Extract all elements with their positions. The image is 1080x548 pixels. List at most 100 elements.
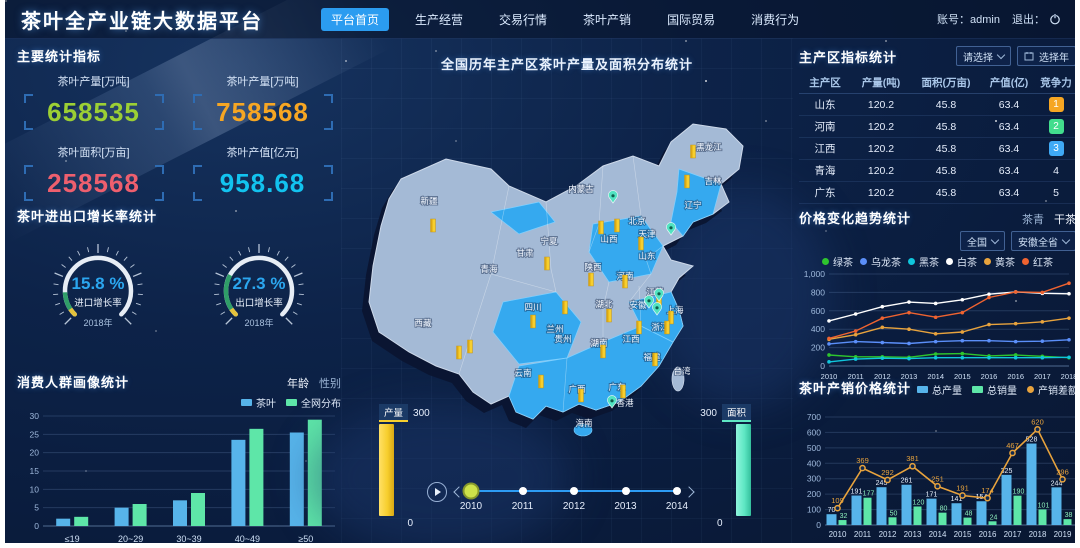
timeline-track: 2010 2011 2012 2013 2014 [460, 481, 688, 521]
table-row[interactable]: 江西 120.2 45.8 63.4 3 [799, 138, 1075, 160]
data-point [960, 297, 965, 302]
line-value-label: 296 [1056, 467, 1069, 476]
production-bar-marker [636, 320, 642, 335]
legend-item[interactable]: 白茶 [946, 254, 977, 269]
legend-label: 全网分布 [301, 399, 341, 410]
data-point [933, 301, 938, 306]
data-point [959, 492, 966, 499]
panel-title: 茶叶进出口增长率统计 [17, 209, 158, 224]
price-tabs: 茶青 干茶 [1022, 211, 1075, 227]
highlighted-province [508, 325, 674, 420]
nav-tab-4[interactable]: 茶叶产销 [583, 12, 632, 27]
corner-bracket [154, 121, 164, 130]
production-gauge-min: 0 [407, 518, 413, 529]
production-bar-marker [544, 256, 550, 271]
timeline-dot-2013[interactable] [621, 487, 630, 495]
table-row[interactable]: 山东 120.2 45.8 63.4 1 [799, 94, 1075, 116]
timeline-next-arrow[interactable] [683, 486, 695, 498]
legend-label: 红茶 [1033, 258, 1053, 269]
x-axis-tick: 2018 [1029, 530, 1047, 539]
legend-item[interactable]: 乌龙茶 [860, 254, 901, 269]
data-point [1034, 425, 1041, 433]
bar [1063, 519, 1072, 525]
price-tab-1[interactable]: 茶青 [1022, 214, 1044, 226]
chevron-down-icon [990, 235, 1000, 245]
taiwan-island [671, 366, 685, 392]
x-axis-tick: 2015 [954, 372, 971, 381]
data-point [880, 316, 885, 320]
x-axis-tick: 2014 [927, 372, 944, 381]
province-select[interactable]: 安徽全省 [1011, 231, 1075, 251]
play-icon [434, 488, 441, 496]
timeline-dot-2012[interactable] [570, 487, 578, 495]
x-axis-tick: 2012 [879, 530, 897, 539]
nav-tab-2[interactable]: 生产经营 [415, 12, 464, 27]
legend-label: 产销差额 [1038, 386, 1075, 397]
timeline-dot-2011[interactable] [518, 487, 527, 495]
panel-title: 价格变化趋势统计 [799, 211, 912, 226]
price-tab-2[interactable]: 干茶 [1054, 214, 1075, 226]
y-axis-tick: 25 [30, 429, 40, 439]
consumer-tab-1[interactable]: 年龄 [287, 378, 309, 390]
legend-item[interactable]: 茶叶 [241, 395, 276, 410]
rank-badge: 1 [1048, 97, 1064, 112]
timeline: 2010 2011 2012 2013 2014 [427, 481, 695, 525]
timeline-year: 2011 [511, 501, 534, 512]
header: 茶叶全产业链大数据平台 平台首页 生产经营 交易行情 茶叶产销 国际贸易 消费行为 账号：… [5, 0, 1075, 39]
data-point [987, 322, 991, 327]
legend-item[interactable]: 总销量 [972, 382, 1017, 397]
play-button[interactable] [427, 482, 447, 502]
year-select[interactable]: 选择年 [1017, 46, 1075, 66]
province-label: 贵州 [554, 334, 571, 344]
data-point [853, 332, 858, 337]
scope-select[interactable]: 全国 [960, 231, 1005, 251]
price-trend-chart: 0 200 400 600 800 1,000 2010 2011 2012 2013 2014 20… [799, 269, 1075, 390]
gauge-value: 27.3 % [232, 274, 285, 293]
line-series [828, 356, 1070, 363]
data-point [933, 315, 938, 320]
header-cell: 面积(万亩) [921, 77, 971, 89]
corner-bracket [23, 121, 33, 130]
y-axis-tick: 15 [30, 466, 40, 476]
legend-item[interactable]: 红茶 [1022, 254, 1053, 269]
panel-import-export-growth: 茶叶进出口增长率统计 15.8 % 进口增长率 2018年 27.3 % 出口增长率 20… [17, 206, 339, 368]
line-series [828, 291, 1070, 322]
legend-item[interactable]: 总产量 [917, 382, 962, 397]
timeline-dot-2014[interactable] [673, 487, 681, 495]
nav-tab-1[interactable]: 平台首页 [321, 7, 390, 31]
bar [231, 439, 246, 526]
table-row[interactable]: 河南 120.2 45.8 63.4 2 [799, 116, 1075, 138]
cell: 120.2 [867, 98, 895, 111]
legend-item[interactable]: 全网分布 [286, 395, 341, 410]
y-axis-tick: 600 [811, 306, 825, 316]
consumer-tabs: 年龄 性别 [287, 375, 341, 391]
nav-tab-3[interactable]: 交易行情 [499, 12, 548, 27]
panel-region-indicators: 主产区指标统计 请选择 选择年 主产区 产量(吨) 面积(万亩) 产值(亿) 竞争力 山东… [799, 46, 1075, 204]
x-axis-tick: 2011 [854, 530, 872, 539]
logout-button[interactable]: 退出： [1012, 11, 1061, 27]
data-point [907, 356, 911, 361]
consumer-tab-2[interactable]: 性别 [319, 378, 341, 390]
data-point [933, 339, 938, 344]
area-gauge-bar [736, 424, 751, 516]
legend-item[interactable]: 产销差额 [1027, 382, 1075, 397]
province-label: 台湾 [673, 366, 691, 376]
nav-tab-6[interactable]: 消费行为 [751, 12, 800, 27]
bar [838, 520, 847, 525]
legend-item[interactable]: 绿茶 [822, 254, 853, 269]
table-row[interactable]: 广东 120.2 45.8 63.4 5 [799, 182, 1075, 204]
data-point [853, 339, 858, 344]
data-point [934, 482, 941, 490]
timeline-dot-2010[interactable] [462, 482, 480, 500]
bar-value-label: 101 [1038, 502, 1050, 509]
legend-item[interactable]: 黄茶 [984, 254, 1015, 269]
nav-tab-5[interactable]: 国际贸易 [667, 12, 716, 27]
table-row[interactable]: 青海 120.2 45.8 63.4 4 [799, 160, 1075, 182]
location-pin-icon [666, 222, 676, 236]
line-value-label: 369 [856, 456, 869, 465]
x-axis-tick: 2014 [929, 530, 947, 539]
legend-item[interactable]: 黑茶 [908, 254, 939, 269]
province-label: 湖北 [595, 299, 613, 309]
header-cell: 产量(吨) [861, 77, 901, 89]
region-select[interactable]: 请选择 [956, 46, 1011, 66]
